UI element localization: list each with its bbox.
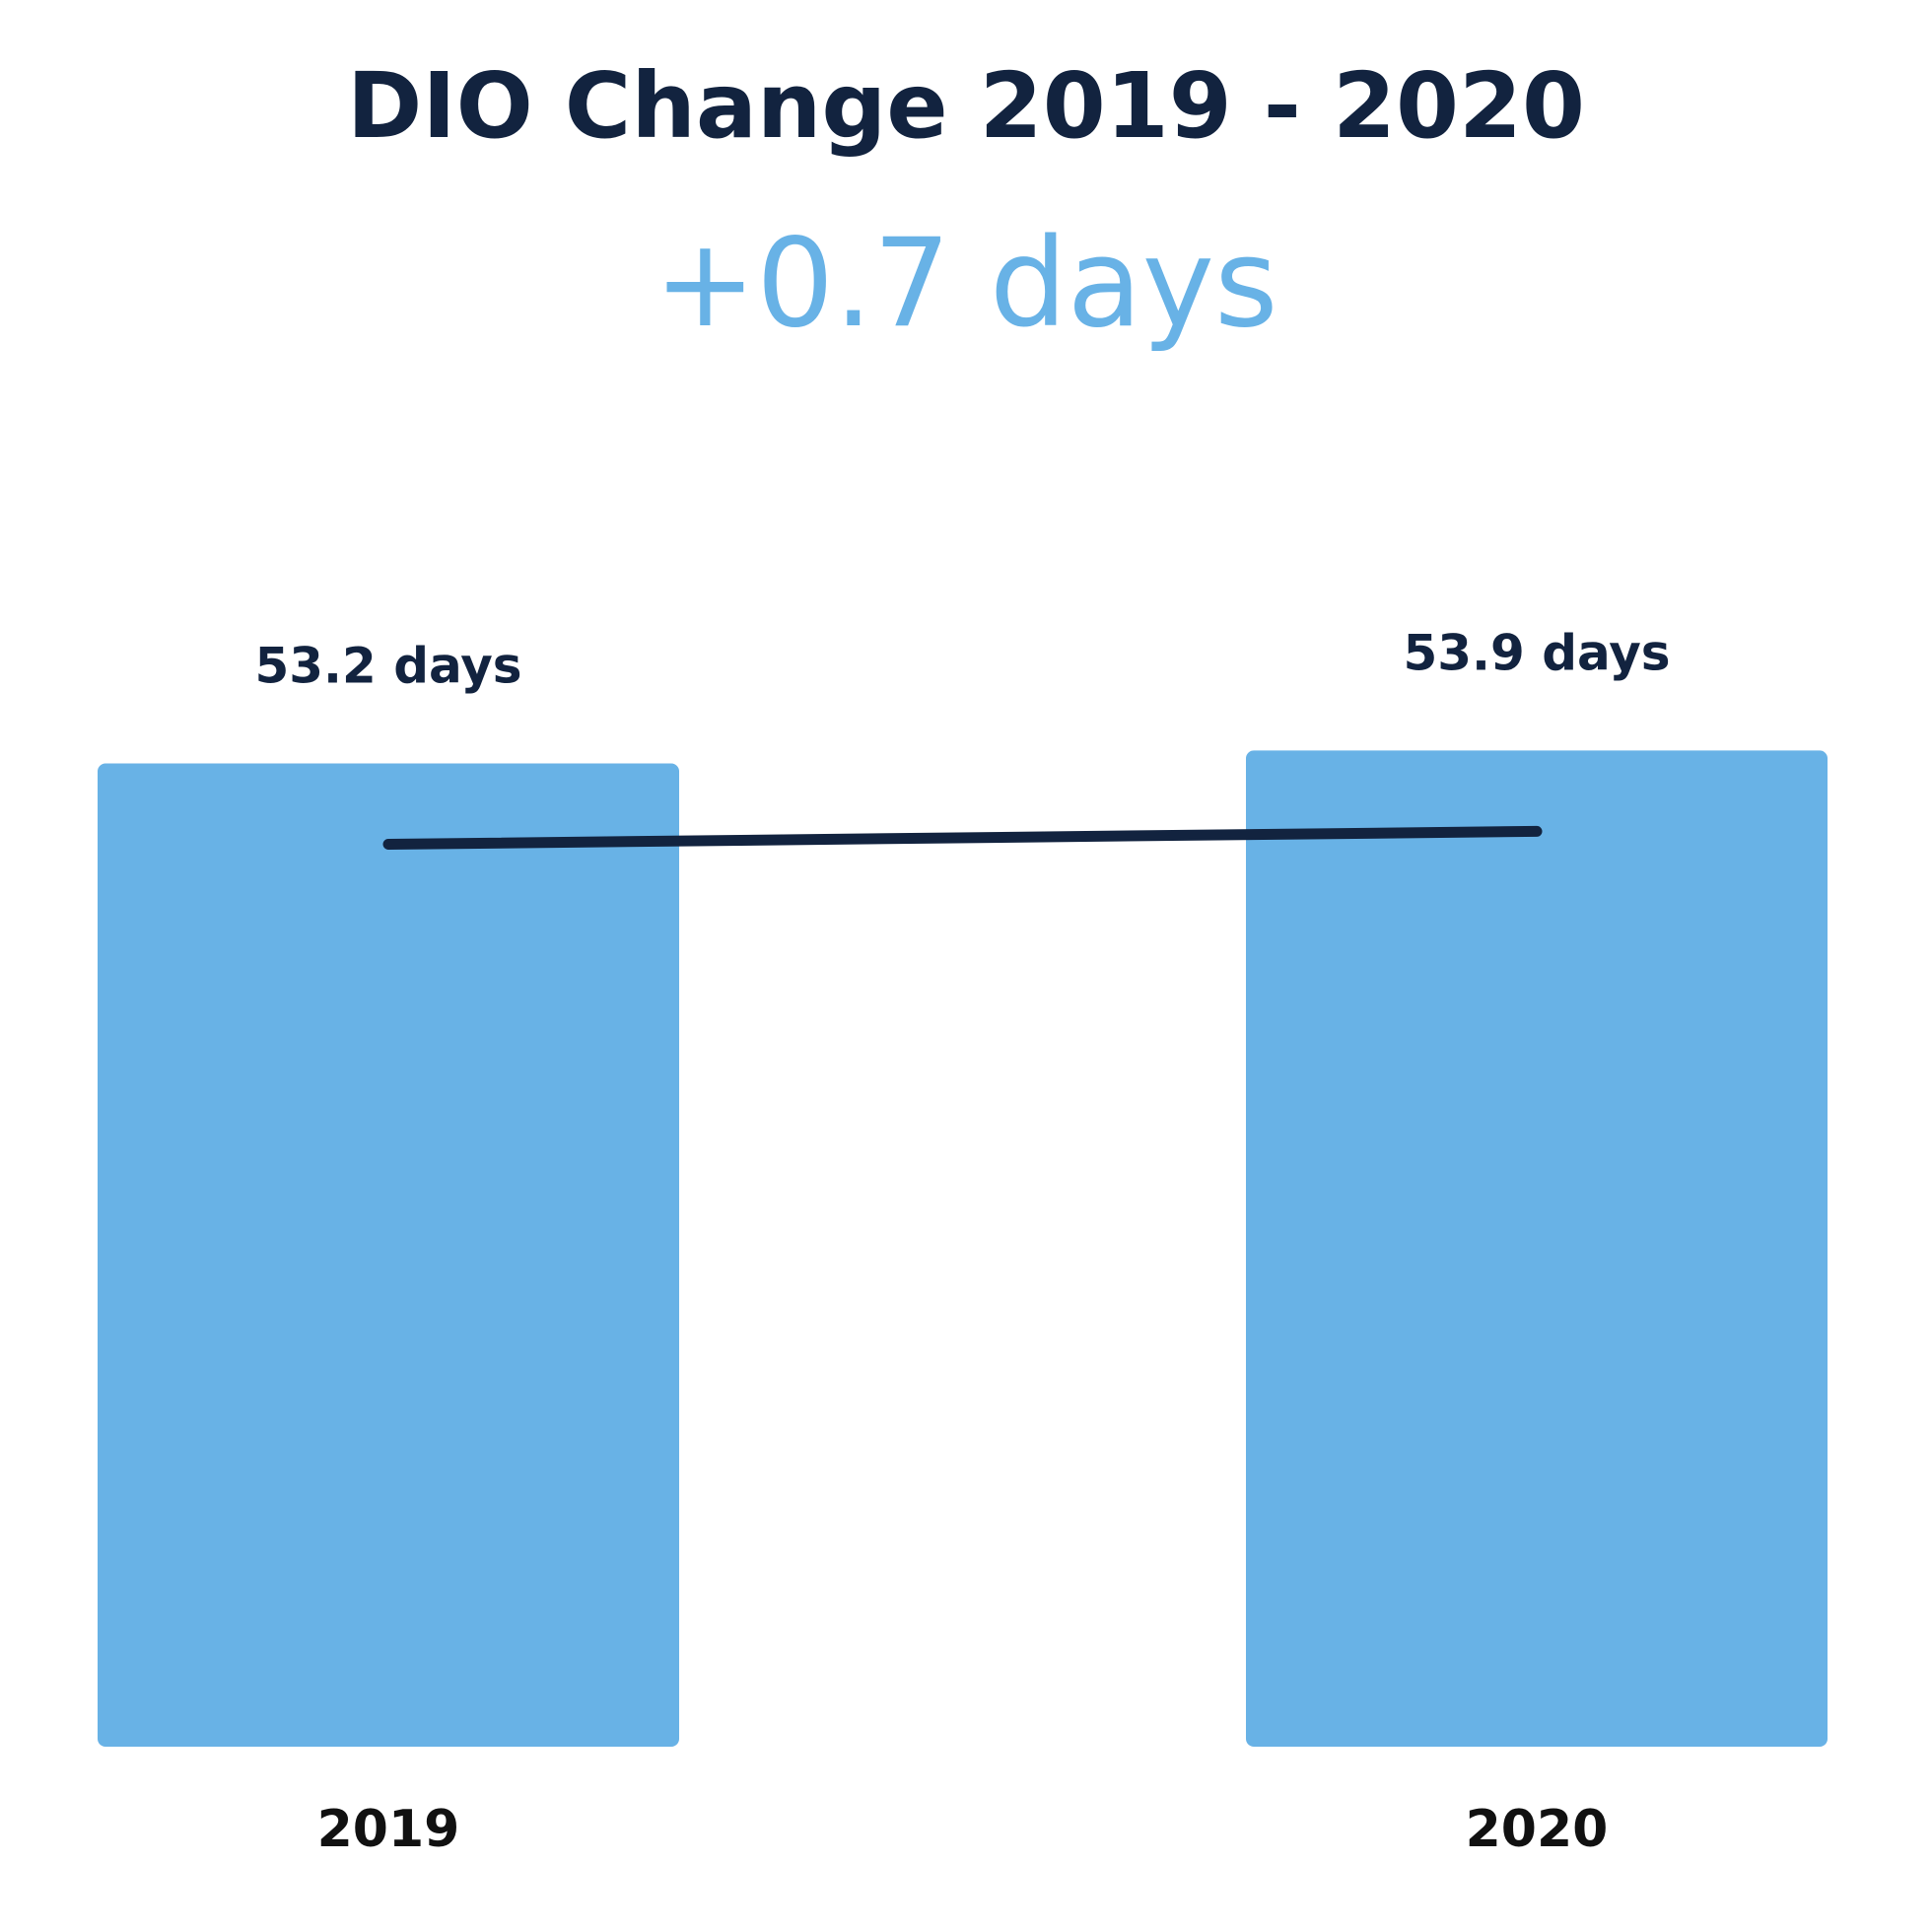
trend-line <box>382 825 1543 850</box>
chart-title: DIO Change 2019 - 2020 <box>346 53 1586 159</box>
trend-line-layer <box>382 825 1543 850</box>
chart-subtitle: +0.7 days <box>654 213 1278 355</box>
labels-layer: 53.2 days 2019 53.9 days 2020 <box>254 624 1670 1859</box>
bar-2019 <box>98 763 679 1747</box>
bars-layer <box>98 750 1828 1747</box>
bar-2020 <box>1246 750 1828 1747</box>
data-label-2020: 53.9 days <box>1403 624 1670 681</box>
x-tick-label-2019: 2019 <box>317 1800 460 1859</box>
x-tick-label-2020: 2020 <box>1466 1800 1609 1859</box>
data-label-2019: 53.2 days <box>254 638 521 695</box>
